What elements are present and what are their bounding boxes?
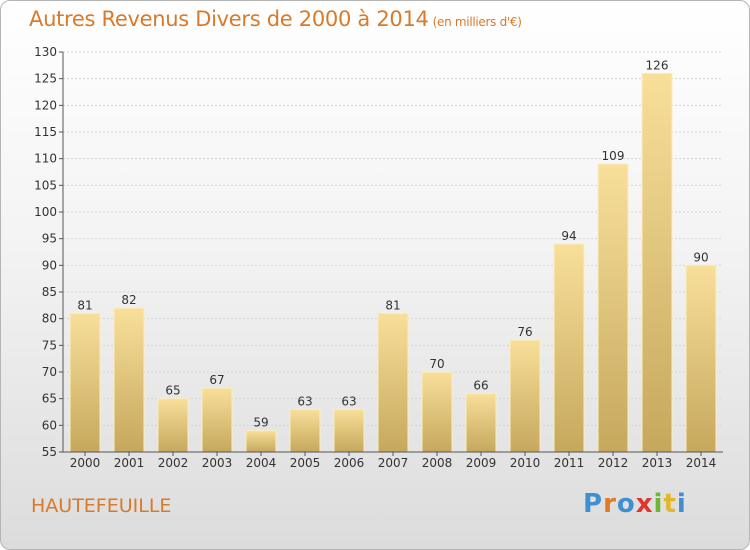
y-tick-label: 70 — [42, 365, 57, 379]
y-tick-label: 85 — [42, 285, 57, 299]
chart-title: Autres Revenus Divers de 2000 à 2014 (en … — [29, 7, 522, 31]
y-tick-label: 65 — [42, 392, 57, 406]
data-label: 63 — [341, 394, 356, 408]
bar — [289, 408, 321, 453]
chart-title-text: Autres Revenus Divers de 2000 à 2014 — [29, 7, 429, 31]
bar — [113, 307, 145, 453]
proxiti-logo[interactable]: Proxiti — [583, 489, 687, 519]
x-tick-label: 2003 — [202, 456, 233, 470]
bar — [377, 312, 409, 453]
y-tick-label: 80 — [42, 312, 57, 326]
data-label: 76 — [517, 325, 532, 339]
data-label: 59 — [253, 416, 268, 430]
bar — [421, 371, 453, 453]
bar — [333, 408, 365, 453]
bar — [201, 387, 233, 453]
data-label: 94 — [561, 229, 576, 243]
x-tick-label: 2009 — [466, 456, 497, 470]
x-tick-label: 2010 — [510, 456, 541, 470]
data-label: 66 — [473, 378, 488, 392]
y-tick-label: 115 — [34, 125, 57, 139]
data-label: 81 — [385, 298, 400, 312]
data-label: 90 — [693, 250, 708, 264]
logo-letter: r — [603, 489, 617, 519]
bar — [641, 72, 673, 453]
logo-letter: P — [583, 489, 604, 519]
x-tick-label: 2005 — [290, 456, 321, 470]
data-label: 126 — [646, 58, 669, 72]
x-tick-label: 2013 — [642, 456, 673, 470]
x-tick-label: 2011 — [554, 456, 585, 470]
town-name: HAUTEFEUILLE — [31, 495, 172, 517]
x-tick-label: 2002 — [158, 456, 189, 470]
logo-letter: x — [635, 489, 654, 519]
x-tick-label: 2007 — [378, 456, 409, 470]
y-tick-label: 125 — [34, 72, 57, 86]
data-label: 81 — [77, 298, 92, 312]
data-label: 82 — [121, 293, 136, 307]
y-tick-label: 55 — [42, 445, 57, 459]
x-tick-label: 2001 — [114, 456, 145, 470]
data-label: 65 — [165, 384, 180, 398]
data-label: 109 — [602, 149, 625, 163]
logo-letter: i — [653, 489, 664, 519]
axes: 55 60 65 70 75 80 85 90 95 100 105 110 115 120 125 130 2… — [34, 45, 723, 470]
x-tick-label: 2014 — [686, 456, 717, 470]
bar — [597, 163, 629, 453]
x-tick-label: 2004 — [246, 456, 277, 470]
y-tick-label: 105 — [34, 178, 57, 192]
bar — [509, 339, 541, 453]
logo-letter: i — [676, 489, 687, 519]
x-tick-label: 2012 — [598, 456, 629, 470]
x-tick-label: 2008 — [422, 456, 453, 470]
data-label: 70 — [429, 357, 444, 371]
bar — [245, 430, 277, 453]
bar — [157, 398, 189, 453]
chart-unit: (en milliers d'€) — [432, 15, 522, 29]
y-tick-label: 110 — [34, 152, 57, 166]
data-label: 67 — [209, 373, 224, 387]
y-tick-label: 95 — [42, 232, 57, 246]
bar — [69, 312, 101, 453]
y-tick-label: 120 — [34, 98, 57, 112]
logo-letter: t — [663, 489, 677, 519]
y-tick-label: 60 — [42, 418, 57, 432]
x-tick-label: 2000 — [70, 456, 101, 470]
data-label: 63 — [297, 394, 312, 408]
y-tick-label: 130 — [34, 45, 57, 59]
bar — [465, 392, 497, 453]
bar — [685, 264, 717, 453]
labels: 81 82 65 67 59 63 63 81 70 66 76 94 109 126 90 — [77, 58, 708, 429]
y-tick-label: 100 — [34, 205, 57, 219]
y-tick-label: 75 — [42, 338, 57, 352]
y-tick-label: 90 — [42, 258, 57, 272]
x-tick-label: 2006 — [334, 456, 365, 470]
bar — [553, 243, 585, 453]
logo-letter: o — [616, 489, 636, 519]
